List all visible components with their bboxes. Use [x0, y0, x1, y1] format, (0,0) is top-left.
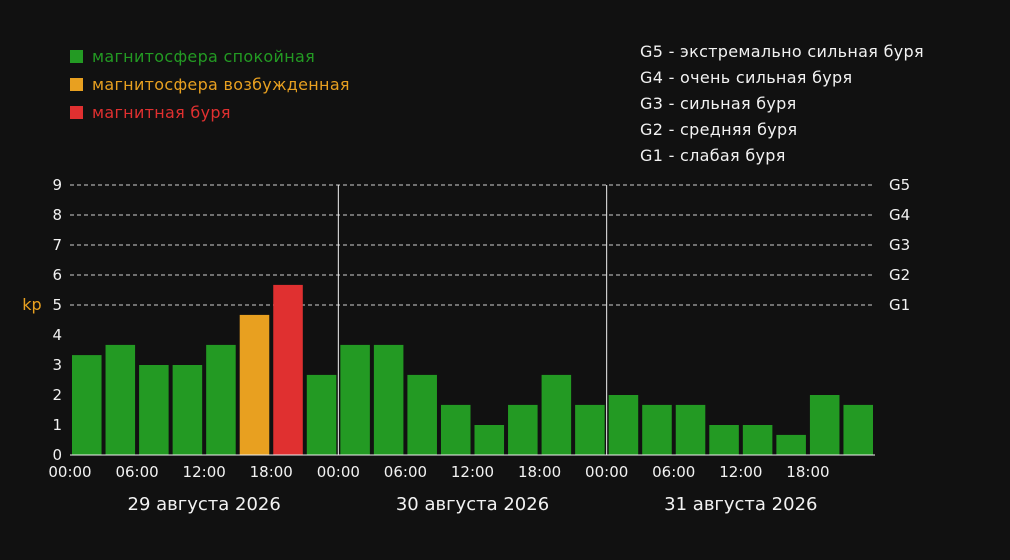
bar: [474, 425, 505, 455]
y-tick-label: 6: [52, 266, 62, 284]
bar: [709, 425, 739, 455]
bar: [843, 404, 873, 455]
bar: [373, 344, 404, 455]
bar: [407, 374, 437, 455]
storm-scale-g3: G3 - сильная буря: [640, 94, 797, 113]
bar: [172, 365, 203, 455]
storm-scale: G5 - экстремально сильная буря G4 - очен…: [640, 42, 924, 172]
day-label: 30 августа 2026: [396, 494, 549, 515]
bar: [541, 374, 572, 455]
bar: [508, 404, 538, 455]
g-level-label-g4: G4: [889, 206, 910, 224]
g-level-label-g2: G2: [889, 266, 910, 284]
g-level-label-g5: G5: [889, 176, 910, 194]
y-tick-label: 0: [52, 446, 62, 464]
x-tick-label: 12:00: [719, 463, 762, 481]
day-label: 31 августа 2026: [664, 494, 817, 515]
bar: [742, 425, 773, 455]
legend-label-storm: магнитная буря: [92, 102, 231, 122]
x-tick-label: 00:00: [585, 463, 628, 481]
bar: [273, 284, 303, 455]
legend-item-quiet: магнитосфера спокойная: [70, 42, 350, 70]
g-level-label-g1: G1: [889, 296, 910, 314]
bar: [642, 404, 672, 455]
x-tick-label: 06:00: [652, 463, 695, 481]
storm-scale-g2: G2 - средняя буря: [640, 120, 798, 139]
legend: магнитосфера спокойная магнитосфера возб…: [70, 42, 350, 126]
bar: [608, 395, 639, 455]
legend-swatch-storm: [70, 105, 83, 119]
x-tick-label: 06:00: [384, 463, 427, 481]
x-tick-label: 00:00: [317, 463, 360, 481]
bar: [306, 374, 337, 455]
bar: [206, 344, 236, 455]
y-tick-label: 4: [52, 326, 62, 344]
storm-scale-g5: G5 - экстремально сильная буря: [640, 42, 924, 61]
x-tick-label: 06:00: [115, 463, 158, 481]
legend-label-active: магнитосфера возбужденная: [92, 74, 350, 94]
legend-swatch-active: [70, 77, 83, 91]
bar: [72, 355, 102, 455]
legend-label-quiet: магнитосфера спокойная: [92, 46, 316, 66]
x-tick-label: 12:00: [183, 463, 226, 481]
bar: [139, 365, 169, 455]
bar: [239, 314, 270, 455]
x-tick-label: 12:00: [451, 463, 494, 481]
bar: [440, 404, 471, 455]
legend-item-storm: магнитная буря: [70, 98, 350, 126]
storm-scale-g1: G1 - слабая буря: [640, 146, 786, 165]
bar: [105, 344, 136, 455]
x-tick-label: 18:00: [250, 463, 293, 481]
bar: [776, 434, 806, 455]
y-tick-label: 9: [52, 176, 62, 194]
y-tick-label: 1: [52, 416, 62, 434]
legend-item-active: магнитосфера возбужденная: [70, 70, 350, 98]
x-tick-label: 18:00: [518, 463, 561, 481]
storm-scale-g4: G4 - очень сильная буря: [640, 68, 853, 87]
bar: [340, 344, 370, 455]
y-tick-label: 5: [52, 296, 62, 314]
bar: [675, 404, 706, 455]
bar: [809, 395, 840, 455]
y-tick-label: 3: [52, 356, 62, 374]
y-axis-label: kp: [22, 295, 41, 314]
y-tick-label: 2: [52, 386, 62, 404]
bar: [575, 404, 605, 455]
day-label: 29 августа 2026: [128, 494, 281, 515]
y-tick-label: 8: [52, 206, 62, 224]
y-tick-label: 7: [52, 236, 62, 254]
g-level-label-g3: G3: [889, 236, 910, 254]
x-tick-label: 00:00: [48, 463, 91, 481]
legend-swatch-quiet: [70, 49, 83, 63]
x-tick-label: 18:00: [786, 463, 829, 481]
